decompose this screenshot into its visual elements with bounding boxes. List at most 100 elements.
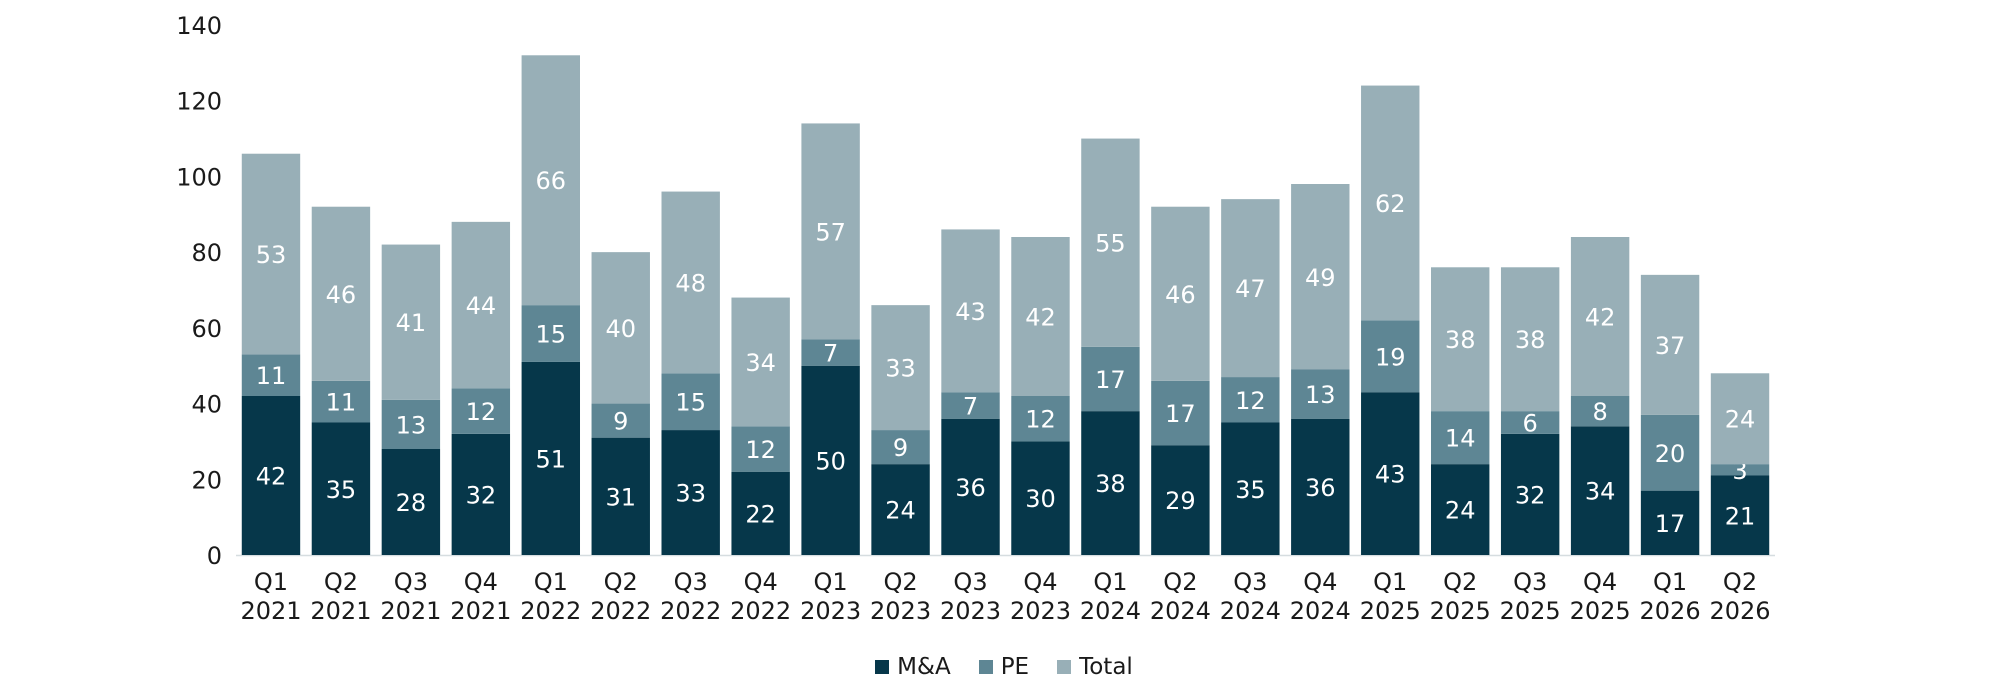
bar-segment-ma	[941, 418, 1000, 555]
x-tick-label-year: 2024	[1150, 597, 1211, 625]
bar-segment-pe	[661, 373, 720, 431]
data-label: 36	[955, 474, 986, 502]
legend-label: Total	[1079, 654, 1133, 680]
data-label: 66	[536, 167, 567, 195]
x-tick-label-quarter: Q2	[324, 568, 358, 596]
bar-segment-pe	[731, 426, 790, 472]
x-tick-label-year: 2021	[310, 597, 371, 625]
bar-segment-total	[731, 297, 790, 427]
bar-segment-pe	[1291, 369, 1350, 419]
data-label: 12	[1025, 406, 1056, 434]
data-label: 7	[963, 392, 978, 420]
data-label: 40	[605, 315, 636, 343]
data-label: 12	[745, 436, 776, 464]
bar-segment-total	[801, 123, 860, 340]
data-label: 33	[885, 355, 916, 383]
legend-label: M&A	[897, 654, 951, 680]
data-label: 53	[256, 241, 287, 269]
legend-item: M&A	[875, 654, 951, 680]
x-tick-label-quarter: Q3	[1233, 568, 1267, 596]
x-tick-label-quarter: Q2	[604, 568, 638, 596]
legend-swatch	[978, 660, 993, 674]
y-tick-label: 20	[191, 466, 222, 494]
data-label: 57	[815, 218, 846, 246]
bar-segment-ma	[731, 471, 790, 555]
y-tick-label: 0	[207, 542, 222, 570]
data-label: 44	[466, 292, 497, 320]
data-label: 7	[823, 339, 838, 367]
data-label: 20	[1655, 440, 1686, 468]
bar-segment-pe	[1570, 396, 1630, 427]
bar-segment-total	[1291, 184, 1350, 370]
bar-segment-ma	[241, 396, 301, 555]
data-label: 42	[256, 463, 287, 491]
bar-segment-total	[1151, 206, 1210, 381]
bar-segment-ma	[1430, 464, 1490, 555]
x-tick-label-year: 2025	[1430, 597, 1491, 625]
bar-segment-total	[1500, 267, 1560, 412]
data-label: 28	[396, 489, 427, 517]
bar-segment-ma	[311, 422, 371, 555]
bar-segment-ma	[1221, 422, 1280, 555]
bar-segment-pe	[1221, 377, 1280, 423]
x-tick-label-quarter: Q3	[674, 568, 708, 596]
bar-segment-total	[521, 55, 581, 306]
bar-segment-ma	[1361, 392, 1420, 555]
data-label: 38	[1445, 326, 1476, 354]
data-label: 9	[893, 434, 908, 462]
data-label: 34	[1585, 478, 1616, 506]
legend-swatch	[1057, 660, 1072, 674]
bar-segment-ma	[801, 365, 860, 555]
bar-segment-total	[1221, 199, 1280, 378]
x-tick-label-quarter: Q1	[254, 568, 288, 596]
data-label: 43	[955, 298, 986, 326]
x-tick-label-year: 2024	[1080, 597, 1141, 625]
x-tick-label-year: 2023	[940, 597, 1001, 625]
x-tick-label-quarter: Q2	[883, 568, 917, 596]
y-tick-label: 80	[191, 239, 222, 267]
data-label: 34	[745, 349, 776, 377]
x-tick-label-year: 2026	[1640, 597, 1701, 625]
bar-segment-ma	[1710, 475, 1770, 555]
bar-segment-pe	[871, 430, 930, 465]
data-label: 24	[1725, 406, 1756, 434]
bar-segment-total	[1430, 267, 1490, 412]
x-tick-label-year: 2025	[1570, 597, 1631, 625]
x-tick-label-quarter: Q4	[1023, 568, 1057, 596]
bar-segment-pe	[1081, 346, 1140, 412]
bar-segment-total	[591, 252, 650, 404]
x-tick-label-year: 2021	[240, 597, 301, 625]
y-tick-label: 140	[176, 12, 222, 40]
bar-segment-pe	[801, 339, 860, 366]
x-tick-label-year: 2022	[590, 597, 651, 625]
x-tick-label-quarter: Q4	[1583, 568, 1617, 596]
x-tick-label-quarter: Q2	[1163, 568, 1197, 596]
bar-segment-ma	[661, 430, 720, 555]
bar-segment-pe	[241, 354, 301, 396]
bar-segment-ma	[871, 464, 930, 555]
data-label: 14	[1445, 425, 1476, 453]
x-tick-label-quarter: Q3	[394, 568, 428, 596]
legend-label: PE	[1000, 654, 1030, 680]
x-tick-label-year: 2024	[1290, 597, 1351, 625]
data-label: 17	[1165, 400, 1196, 428]
bar-segment-pe	[1430, 411, 1490, 465]
x-tick-label-quarter: Q1	[534, 568, 568, 596]
bar-segment-ma	[1570, 426, 1630, 555]
x-tick-label-year: 2021	[450, 597, 511, 625]
data-label: 11	[256, 362, 287, 390]
bar-segment-pe	[311, 380, 371, 423]
legend-item: PE	[978, 654, 1030, 680]
bar-segment-pe	[1011, 396, 1070, 442]
bar-segment-total	[1570, 237, 1630, 396]
bar-segment-ma	[591, 437, 650, 555]
x-tick-label-year: 2021	[380, 597, 441, 625]
bar-segment-ma	[1151, 445, 1210, 555]
bar-segment-pe	[451, 388, 511, 434]
data-label: 8	[1592, 398, 1607, 426]
data-label: 51	[536, 445, 567, 473]
bar-segment-total	[941, 229, 1000, 393]
bar-segment-total	[1011, 237, 1070, 396]
data-label: 35	[326, 476, 357, 504]
